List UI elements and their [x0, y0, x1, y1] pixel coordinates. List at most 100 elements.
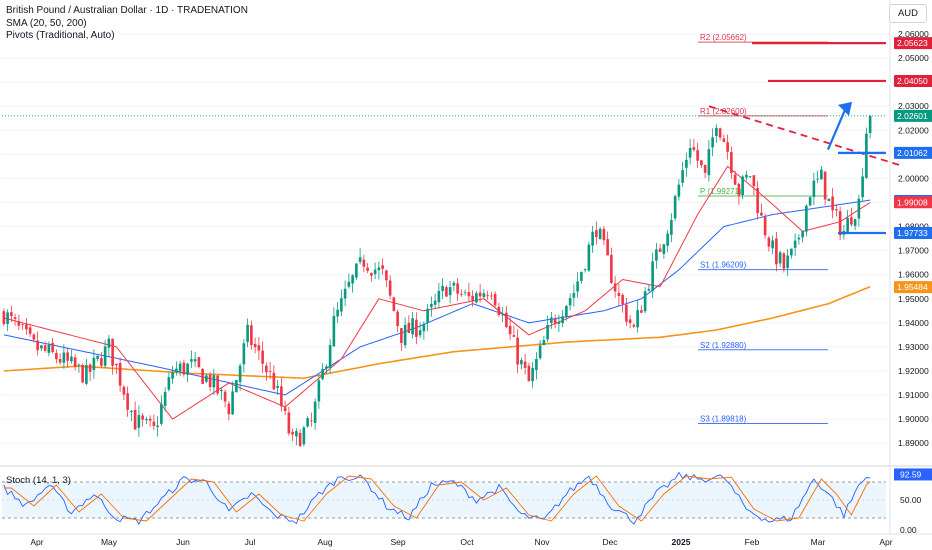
pivot-label-s3: S3 (1.89818): [700, 414, 747, 423]
candle: [358, 248, 362, 265]
candle: [501, 307, 504, 323]
candle: [85, 358, 88, 386]
candle: [81, 363, 84, 384]
candle: [141, 413, 144, 427]
candle: [208, 372, 212, 392]
candle: [820, 166, 823, 180]
currency-button[interactable]: AUD: [889, 4, 927, 23]
indicator-sma-label[interactable]: SMA (20, 50, 200): [6, 17, 87, 29]
stoch-pane[interactable]: 50.00 0.00 92.59: [2, 468, 932, 535]
candle: [531, 361, 534, 388]
candle: [535, 352, 538, 380]
price-axis[interactable]: 2.060002.050002.040002.030002.020002.010…: [894, 29, 932, 448]
price-tag-label: 2.02601: [897, 111, 928, 121]
candle: [377, 261, 381, 280]
candle: [32, 333, 36, 343]
candle: [606, 231, 609, 256]
x-tick-label: Oct: [460, 537, 474, 547]
price-tag: 2.01062: [894, 146, 932, 159]
symbol-title[interactable]: British Pound / Australian Dollar · 1D ·…: [6, 5, 248, 16]
candle: [272, 365, 276, 391]
candle: [268, 361, 272, 380]
candle: [508, 317, 512, 340]
candle: [51, 337, 54, 354]
candle: [572, 284, 576, 307]
y-tick-label: 1.97000: [898, 246, 929, 256]
candle: [238, 363, 242, 391]
stoch-value-label: 92.59: [900, 469, 922, 479]
up-arrow-icon: [838, 101, 852, 116]
candle: [853, 218, 857, 231]
candle: [568, 293, 572, 311]
candle: [111, 338, 114, 375]
candle: [88, 363, 92, 381]
candle: [662, 243, 666, 259]
candle: [17, 314, 21, 331]
candle: [47, 341, 51, 357]
candle: [130, 409, 133, 421]
candle: [223, 389, 227, 408]
candle: [452, 280, 456, 291]
candle: [546, 315, 549, 343]
candle: [767, 236, 771, 252]
candle: [92, 349, 96, 379]
candle: [227, 400, 231, 421]
candle: [722, 134, 726, 143]
candle: [632, 323, 636, 329]
candle: [786, 249, 789, 276]
stoch-title[interactable]: Stoch (14, 1, 3): [6, 475, 71, 486]
y-tick-label: 1.90000: [898, 414, 929, 424]
candle: [433, 293, 437, 309]
candle: [812, 172, 816, 206]
candle: [283, 400, 287, 416]
main-pane[interactable]: R2 (2.05662)R1 (2.02600)P (1.99271)S1 (1…: [2, 33, 905, 447]
candle: [403, 317, 407, 349]
candle: [388, 275, 392, 300]
candle: [257, 337, 261, 361]
candle: [700, 160, 703, 169]
y-tick-label: 1.94000: [898, 318, 929, 328]
descending-trendline: [708, 105, 905, 168]
candle: [291, 428, 294, 442]
annotations: [708, 42, 905, 235]
candle: [595, 221, 598, 245]
candle: [685, 152, 688, 177]
candle: [441, 278, 444, 300]
candle: [681, 161, 684, 187]
candle: [516, 329, 519, 374]
price-tag: 2.04050: [894, 74, 932, 87]
candle: [220, 388, 223, 401]
x-tick-label: Sep: [390, 537, 405, 547]
candle: [396, 309, 399, 333]
candle: [332, 307, 336, 347]
y-tick-label: 2.02000: [898, 125, 929, 135]
price-tag-label: 2.05623: [897, 38, 928, 48]
candle: [415, 312, 418, 345]
indicator-pivots-label[interactable]: Pivots (Traditional, Auto): [6, 30, 115, 41]
candle: [775, 231, 778, 272]
candle: [276, 379, 279, 395]
candle: [407, 315, 411, 334]
candle: [808, 196, 812, 206]
candle: [66, 347, 69, 368]
y-tick-label: 1.96000: [898, 270, 929, 280]
stoch-k-line: [3, 471, 871, 526]
candle: [756, 181, 759, 220]
time-axis[interactable]: Apr May Jun Jul Aug Sep Oct Nov Dec 2025 Feb Mar Apr: [0, 533, 932, 547]
candle: [156, 416, 159, 437]
candle: [550, 312, 553, 329]
x-tick-label: Jun: [176, 537, 190, 547]
candle: [636, 300, 639, 333]
candle: [21, 323, 24, 331]
stoch-tick-label: 50.00: [900, 495, 922, 505]
candle: [400, 328, 403, 352]
candle: [96, 355, 99, 362]
candle: [463, 289, 467, 296]
candle: [692, 138, 696, 152]
y-tick-label: 1.92000: [898, 366, 929, 376]
candle: [655, 242, 658, 269]
y-tick-label: 2.03000: [898, 101, 929, 111]
candle: [280, 377, 283, 412]
y-tick-label: 2.00000: [898, 173, 929, 183]
